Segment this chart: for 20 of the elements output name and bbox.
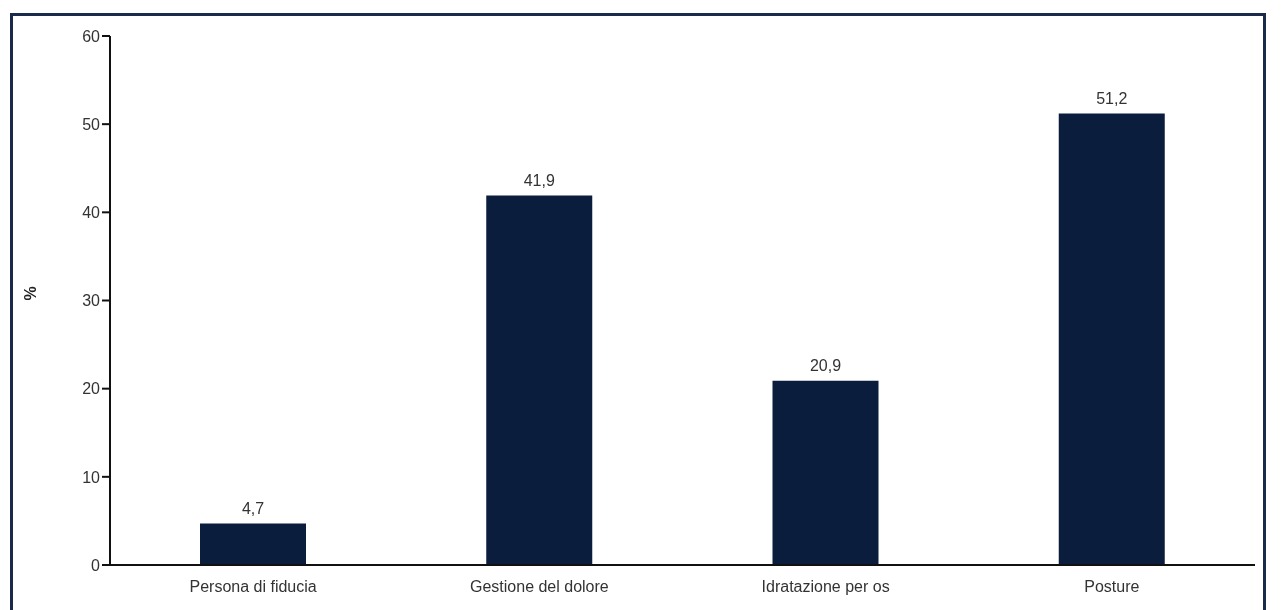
bar — [200, 523, 306, 565]
bar — [1058, 113, 1165, 565]
bar — [772, 380, 879, 565]
y-tick-label: 0 — [91, 556, 101, 574]
x-tick-label: Posture — [1084, 578, 1140, 596]
y-tick-label: 20 — [82, 380, 101, 398]
y-tick-label: 60 — [82, 27, 101, 45]
x-tick-label: Gestione del dolore — [469, 578, 609, 596]
data-label: 4,7 — [241, 499, 265, 517]
y-tick-label: 10 — [82, 468, 101, 486]
y-tick-label: 50 — [82, 115, 101, 133]
y-tick-label: 40 — [82, 204, 101, 222]
bar — [486, 195, 593, 565]
y-axis-title: % — [21, 286, 39, 301]
x-tick-label: Idratazione per os — [761, 578, 890, 596]
x-tick-label: Persona di fiducia — [189, 578, 317, 596]
data-label: 20,9 — [809, 356, 842, 374]
data-label: 51,2 — [1096, 89, 1128, 107]
y-tick-label: 30 — [82, 292, 101, 310]
data-label: 41,9 — [523, 171, 555, 189]
